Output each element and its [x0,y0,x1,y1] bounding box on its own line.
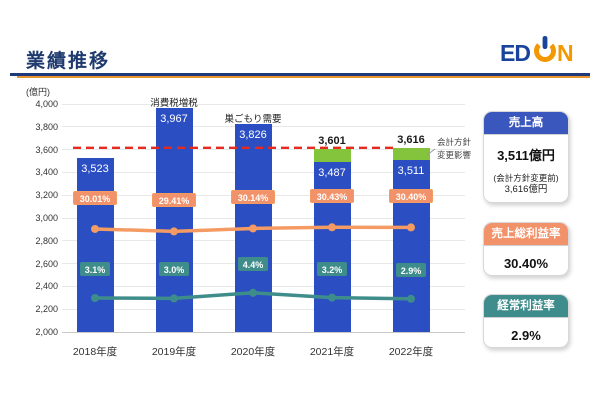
panel-gross-margin-value: 30.40% [503,256,549,271]
y-axis-label: 3,600 [35,144,58,155]
power-icon [534,36,556,62]
panel-sales: 売上高 3,511億円 (会計方針変更前) 3,616億円 [483,111,569,203]
gross-margin-label: 30.43% [310,189,354,204]
panel-sales-note: (会計方針変更前) [493,173,559,183]
bar-2022年度 [392,159,430,332]
bar-value-label: 3,967 [160,112,188,125]
panel-sales-value: 3,511億円 [497,148,555,163]
bar-value-label: 3,523 [81,163,109,176]
bar-stack-top-2022年度 [392,147,430,160]
bar-stack-top-2021年度 [313,149,351,163]
bar-value-label: 3,511 [397,164,425,177]
logo-text-ed: ED [500,40,531,66]
panel-sales-note-value: 3,616億円 [504,184,548,195]
ordinary-margin-label: 3.0% [159,262,189,277]
bar-2020年度 [234,123,272,332]
y-axis-label: 3,800 [35,121,58,132]
x-axis-label: 2020年度 [230,346,276,358]
bar-2018年度 [76,158,114,332]
header-rule-navy [10,73,590,76]
panel-sales-title: 売上高 [484,112,568,135]
logo-text-n: N [557,40,574,66]
x-axis-label: 2019年度 [151,346,197,358]
gross-margin-label: 30.14% [231,190,275,205]
gross-margin-label: 30.40% [389,189,433,204]
panel-gross-margin-title: 売上総利益率 [484,223,568,246]
bar-value-label: 3,487 [318,167,346,180]
header-rule-orange [17,76,590,78]
y-axis-unit-label: (億円) [26,87,50,97]
y-axis-label: 3,400 [35,167,58,178]
stack-total-label: 3,616 [397,133,425,146]
page-title: 業績推移 [26,51,111,72]
ordinary-margin-label: 4.4% [238,256,268,271]
annotation-2: 巣ごもり需要 [224,113,282,125]
bar-value-label: 3,826 [239,128,267,141]
x-axis-label: 2018年度 [72,346,118,358]
y-axis-label: 2,400 [35,281,58,292]
panel-ordinary-margin: 経常利益率 2.9% [483,294,569,348]
y-axis-label: 3,200 [35,190,58,201]
bar-2021年度 [313,162,351,332]
panel-ordinary-margin-title: 経常利益率 [484,295,568,318]
ordinary-margin-label: 3.2% [317,261,347,276]
stack-total-label: 3,601 [318,135,346,148]
y-axis-label: 3,000 [35,213,58,223]
gridline [62,103,465,105]
x-axis-label: 2021年度 [309,346,355,358]
gridline [62,331,465,333]
bar-2019年度 [155,107,193,332]
y-axis-label: 2,200 [35,304,58,315]
x-axis-label: 2022年度 [388,346,434,358]
annotation-accounting-change: 会計方針 変更影響 [437,137,472,160]
y-axis-label: 2,000 [35,327,58,337]
ordinary-margin-label: 2.9% [396,262,426,277]
panel-ordinary-margin-value: 2.9% [511,328,541,343]
y-axis-label: 2,600 [35,258,58,269]
annotation-1: 消費税増税 [150,97,198,109]
gross-margin-label: 30.01% [73,190,117,205]
y-axis-label: 2,800 [35,235,58,246]
edion-logo: ED N [500,34,584,66]
panel-gross-margin: 売上総利益率 30.40% [483,222,569,276]
y-axis-label: 4,000 [35,99,58,109]
gross-margin-label: 29.41% [152,193,196,208]
ordinary-margin-label: 3.1% [80,262,110,276]
